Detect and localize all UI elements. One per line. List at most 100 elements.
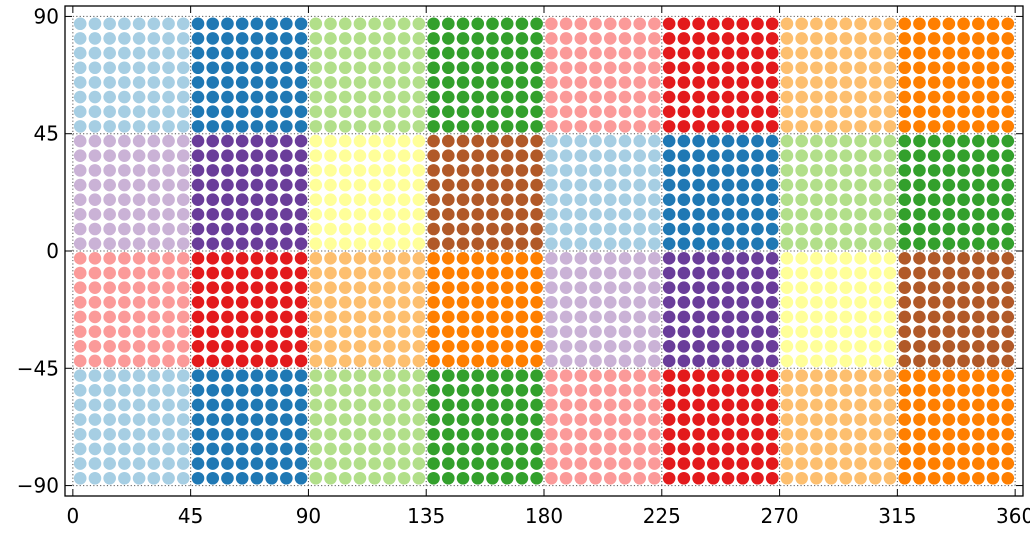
- data-point: [824, 427, 838, 441]
- data-point: [235, 266, 249, 280]
- data-point: [338, 354, 352, 368]
- data-point: [427, 208, 440, 221]
- data-point: [765, 120, 779, 133]
- data-point: [545, 310, 558, 324]
- data-point: [589, 442, 602, 456]
- data-point: [662, 457, 676, 470]
- data-point: [368, 149, 381, 162]
- data-point: [633, 61, 646, 75]
- data-point: [486, 471, 499, 485]
- data-point: [574, 120, 588, 133]
- data-point: [780, 105, 794, 119]
- data-point: [88, 17, 102, 31]
- data-point: [603, 281, 617, 294]
- data-point: [73, 471, 87, 485]
- data-point: [868, 32, 882, 45]
- data-point: [765, 369, 779, 382]
- data-point: [456, 105, 470, 119]
- data-point: [824, 105, 838, 119]
- data-point: [603, 369, 617, 382]
- data-point: [648, 178, 661, 192]
- data-point: [942, 76, 956, 89]
- data-point: [88, 266, 102, 280]
- data-point: [162, 383, 175, 397]
- data-point: [383, 457, 396, 470]
- data-point: [868, 17, 882, 31]
- data-point: [751, 398, 764, 412]
- data-point: [618, 413, 632, 426]
- data-point: [810, 457, 823, 470]
- data-point: [442, 208, 455, 221]
- data-point: [677, 134, 691, 148]
- data-point: [972, 76, 985, 89]
- data-point: [265, 340, 278, 353]
- data-point: [603, 427, 617, 441]
- data-point: [648, 252, 661, 265]
- data-point: [913, 17, 926, 31]
- data-point: [176, 398, 190, 412]
- data-point: [648, 369, 661, 382]
- data-point: [751, 178, 764, 192]
- data-point: [147, 383, 161, 397]
- data-point: [456, 178, 470, 192]
- data-point: [972, 222, 985, 236]
- data-point: [927, 310, 941, 324]
- data-point: [648, 266, 661, 280]
- data-point: [677, 354, 691, 368]
- data-point: [795, 281, 808, 294]
- data-point: [353, 32, 367, 45]
- data-point: [456, 442, 470, 456]
- data-point: [515, 76, 529, 89]
- data-point: [1001, 413, 1015, 426]
- data-point: [810, 413, 823, 426]
- data-point: [648, 222, 661, 236]
- data-point: [500, 178, 514, 192]
- data-point: [383, 193, 396, 206]
- data-point: [250, 208, 264, 221]
- data-point: [191, 281, 205, 294]
- data-point: [883, 266, 897, 280]
- data-point: [633, 442, 646, 456]
- data-point: [383, 354, 396, 368]
- data-point: [353, 17, 367, 31]
- data-point: [456, 266, 470, 280]
- data-point: [648, 208, 661, 221]
- data-point: [927, 296, 941, 309]
- data-point: [662, 471, 676, 485]
- data-point: [309, 17, 323, 31]
- data-point: [442, 266, 455, 280]
- data-point: [265, 164, 278, 177]
- data-point: [633, 208, 646, 221]
- data-point: [883, 149, 897, 162]
- data-point: [839, 427, 853, 441]
- data-point: [162, 120, 175, 133]
- data-point: [545, 281, 558, 294]
- data-point: [132, 105, 146, 119]
- data-point: [280, 340, 293, 353]
- data-point: [88, 369, 102, 382]
- data-point: [88, 208, 102, 221]
- data-point: [1001, 76, 1015, 89]
- data-point: [707, 471, 720, 485]
- data-point: [662, 281, 676, 294]
- data-point: [927, 208, 941, 221]
- data-point: [1001, 105, 1015, 119]
- data-point: [235, 120, 249, 133]
- data-point: [810, 222, 823, 236]
- data-point: [810, 46, 823, 60]
- data-point: [530, 398, 543, 412]
- data-point: [942, 354, 956, 368]
- data-point: [736, 164, 750, 177]
- data-point: [898, 354, 912, 368]
- data-point: [662, 310, 676, 324]
- data-point: [913, 76, 926, 89]
- data-point: [309, 310, 323, 324]
- data-point: [810, 134, 823, 148]
- data-point: [883, 208, 897, 221]
- data-point: [88, 413, 102, 426]
- data-point: [574, 413, 588, 426]
- data-point: [221, 134, 234, 148]
- data-point: [162, 281, 175, 294]
- data-point: [972, 413, 985, 426]
- data-point: [235, 222, 249, 236]
